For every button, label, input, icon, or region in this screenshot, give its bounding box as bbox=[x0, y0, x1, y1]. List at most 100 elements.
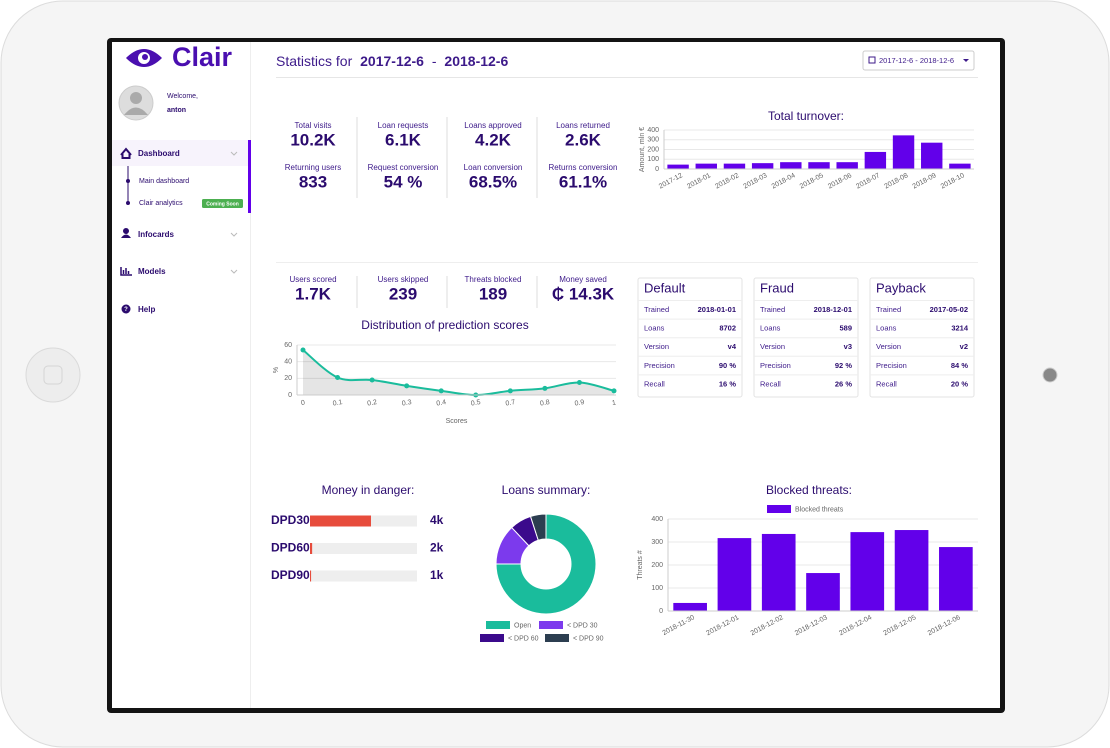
y-tick-label: 400 bbox=[651, 516, 663, 523]
y-tick-label: 0 bbox=[655, 166, 659, 173]
bar bbox=[850, 532, 885, 611]
bar bbox=[667, 164, 689, 169]
legend-swatch bbox=[480, 634, 504, 642]
model-field: Precision bbox=[760, 361, 791, 370]
badge bbox=[202, 199, 243, 208]
bar bbox=[939, 547, 973, 611]
date-button-label[interactable]: 2017-12-6 - 2018-12-6 bbox=[879, 56, 954, 65]
chart-title: Total turnover: bbox=[768, 109, 844, 123]
danger-amount: 4k bbox=[430, 513, 444, 527]
model-field: Version bbox=[760, 342, 785, 351]
menu-active-bar bbox=[248, 140, 251, 213]
point bbox=[300, 347, 306, 353]
icon-user bbox=[123, 228, 129, 234]
submenu-label[interactable]: Main dashboard bbox=[139, 178, 189, 185]
stat-value: 68.5% bbox=[469, 172, 517, 191]
model-value: 2017-05-02 bbox=[930, 305, 968, 314]
x-tick-label: 0.9 bbox=[574, 399, 585, 408]
bar bbox=[673, 602, 707, 611]
bar bbox=[892, 135, 915, 169]
model-field: Trained bbox=[876, 305, 901, 314]
icon-help-mark: ? bbox=[124, 307, 128, 313]
stat-label: Threats blocked bbox=[465, 275, 522, 284]
model-value: 20 % bbox=[951, 379, 968, 388]
title-separator: - bbox=[432, 53, 437, 69]
model-value: v2 bbox=[960, 342, 968, 351]
menu-active-bg bbox=[112, 140, 250, 166]
legend-label: < DPD 60 bbox=[508, 635, 539, 642]
stat-value: 189 bbox=[479, 284, 507, 303]
legend-label: Open bbox=[514, 622, 531, 629]
chevron bbox=[230, 269, 238, 274]
y-tick-label: 200 bbox=[647, 146, 659, 153]
model-value: 26 % bbox=[835, 379, 852, 388]
slice bbox=[495, 513, 597, 615]
bar bbox=[864, 151, 887, 169]
logo: Clair bbox=[126, 42, 233, 72]
legend-label: < DPD 90 bbox=[573, 635, 604, 642]
point bbox=[611, 388, 617, 394]
model-field: Version bbox=[876, 342, 901, 351]
greeting: Welcome, bbox=[167, 93, 198, 100]
stat-value: 4.2K bbox=[475, 130, 512, 149]
danger-bar bbox=[310, 543, 313, 554]
danger-amount: 1k bbox=[430, 568, 444, 582]
menu-label[interactable]: Infocards bbox=[138, 230, 175, 239]
model-field: Loans bbox=[876, 324, 897, 333]
brand: Clair bbox=[172, 42, 233, 72]
stat-label: Returning users bbox=[285, 163, 341, 172]
y-tick-label: 300 bbox=[647, 137, 659, 144]
danger-amount: 2k bbox=[430, 541, 444, 555]
slice bbox=[529, 513, 547, 541]
y-tick-label: 60 bbox=[284, 342, 292, 349]
stat-label: Returns conversion bbox=[549, 163, 618, 172]
model-field: Recall bbox=[644, 379, 665, 388]
danger-label: DPD90 bbox=[271, 568, 310, 582]
stat-value: 833 bbox=[299, 172, 327, 191]
bar bbox=[723, 163, 746, 169]
logo-pupil bbox=[142, 54, 148, 60]
bar bbox=[761, 533, 796, 611]
menu-item[interactable]: Dashboard bbox=[138, 149, 180, 158]
legend-swatch bbox=[767, 505, 791, 513]
point bbox=[542, 385, 548, 391]
page-title: Statistics for 2017-12-6 - 2018-12-6 bbox=[276, 53, 508, 69]
avatar-head bbox=[130, 92, 142, 104]
x-tick-label: 0.2 bbox=[367, 399, 378, 408]
model-field: Trained bbox=[644, 305, 669, 314]
menu-label[interactable]: Help bbox=[138, 305, 155, 314]
chart-title: Distribution of prediction scores bbox=[361, 318, 528, 332]
model-value: 589 bbox=[839, 324, 852, 333]
stat-label: Users skipped bbox=[378, 275, 429, 284]
menu-label[interactable]: Models bbox=[138, 267, 166, 276]
stat-label: Total visits bbox=[295, 121, 332, 130]
model-field: Loans bbox=[760, 324, 781, 333]
danger-bar bbox=[310, 515, 371, 527]
stat-value: 61.1% bbox=[559, 172, 607, 191]
date-button[interactable] bbox=[862, 50, 975, 71]
bar bbox=[751, 163, 774, 169]
menu-label[interactable]: Dashboard bbox=[138, 149, 180, 158]
submenu-label[interactable]: Clair analytics bbox=[139, 200, 183, 207]
model-value: v3 bbox=[844, 342, 852, 351]
bar bbox=[717, 538, 752, 611]
tree-dot bbox=[126, 201, 130, 205]
bar bbox=[806, 573, 840, 611]
danger-label: DPD60 bbox=[271, 541, 310, 555]
y-tick-label: 300 bbox=[651, 539, 663, 546]
y-tick-label: 0 bbox=[288, 392, 292, 399]
stat-value: 2.6K bbox=[565, 130, 602, 149]
y-axis-label: Threats # bbox=[637, 550, 644, 580]
y-tick-label: 100 bbox=[651, 585, 663, 592]
icon-chart bbox=[120, 267, 132, 276]
y-axis-label: % bbox=[273, 367, 280, 373]
stat-separators bbox=[356, 117, 538, 308]
stat-value: ₵ 14.3K bbox=[552, 284, 615, 303]
point bbox=[335, 375, 341, 380]
calendar-icon bbox=[868, 56, 876, 64]
user-name: anton bbox=[167, 107, 186, 114]
x-tick-label: 0.3 bbox=[401, 399, 412, 408]
legend-swatch bbox=[539, 621, 563, 629]
date-picker[interactable]: 2017-12-6 - 2018-12-6 bbox=[862, 50, 975, 71]
point bbox=[438, 388, 444, 394]
